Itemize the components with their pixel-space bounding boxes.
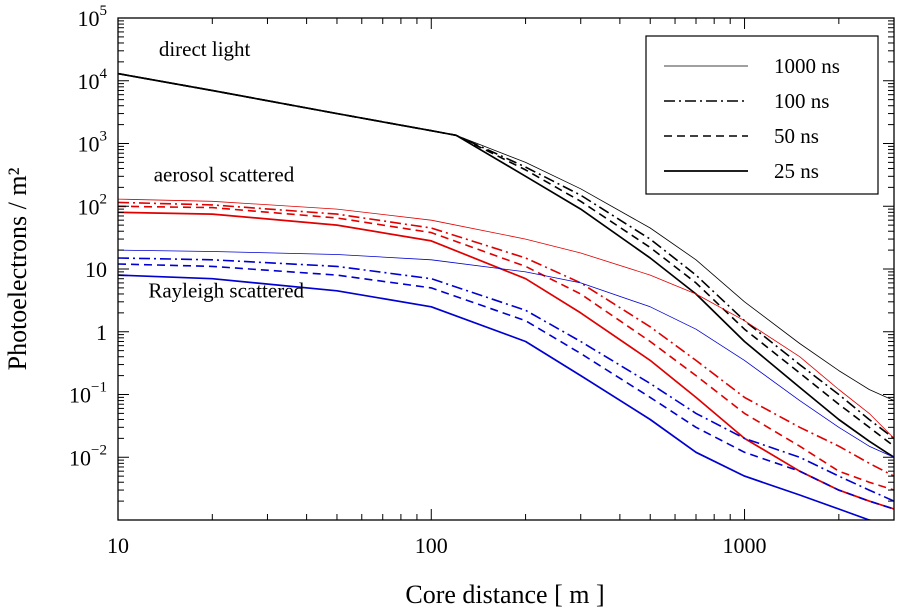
y-tick-label: 10−1 bbox=[69, 380, 107, 408]
series-direct-25ns bbox=[118, 72, 894, 459]
y-tick-label: 104 bbox=[78, 66, 108, 94]
x-tick-label: 1000 bbox=[723, 533, 767, 558]
series-aerosol-1000ns bbox=[118, 198, 894, 439]
series-aerosol-50ns bbox=[118, 205, 894, 491]
legend-box bbox=[645, 35, 879, 195]
series-rayleigh-50ns bbox=[118, 263, 894, 510]
legend-label: 50 ns bbox=[774, 124, 819, 148]
series-rayleigh-100ns bbox=[118, 257, 894, 502]
annotation-label: aerosol scattered bbox=[154, 162, 295, 186]
annotation-label: direct light bbox=[159, 37, 251, 61]
x-axis-title: Core distance [ m ] bbox=[405, 580, 604, 609]
y-axis-title: Photoelectrons / m² bbox=[3, 167, 32, 370]
y-tick-label: 103 bbox=[78, 129, 108, 157]
y-tick-label: 10−2 bbox=[69, 442, 107, 470]
y-tick-label: 1 bbox=[96, 320, 107, 345]
y-tick-label: 10 bbox=[85, 257, 107, 282]
x-tick-label: 10 bbox=[107, 533, 129, 558]
annotation-label: Rayleigh scattered bbox=[148, 279, 304, 303]
series-aerosol-100ns bbox=[118, 201, 894, 477]
series-layer bbox=[118, 72, 894, 520]
legend-label: 25 ns bbox=[774, 159, 819, 183]
series-aerosol-25ns bbox=[118, 211, 894, 510]
annotations: direct light aerosol scattered Rayleigh sc… bbox=[148, 37, 304, 303]
series-rayleigh-25ns bbox=[118, 274, 873, 520]
legend: 1000 ns 100 ns 50 ns 25 ns bbox=[645, 35, 879, 195]
legend-label: 1000 ns bbox=[774, 54, 840, 78]
x-tick-label: 100 bbox=[415, 533, 448, 558]
series-rayleigh-1000ns bbox=[118, 249, 894, 458]
ticks-layer bbox=[117, 17, 895, 521]
legend-label: 100 ns bbox=[774, 89, 829, 113]
y-tick-label: 105 bbox=[78, 3, 108, 31]
y-tick-label: 102 bbox=[78, 191, 108, 219]
